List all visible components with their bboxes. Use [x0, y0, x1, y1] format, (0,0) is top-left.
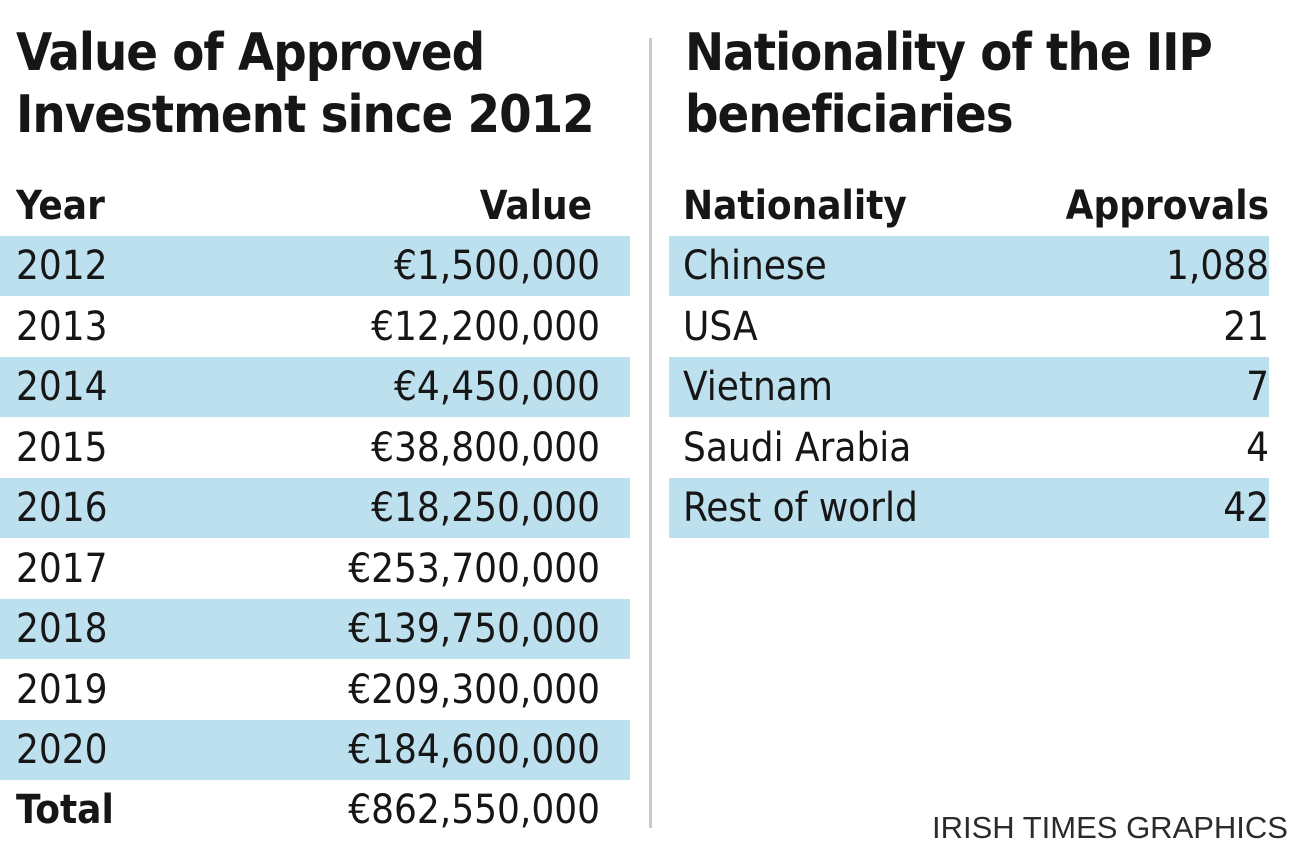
investment-year-cell: 2018	[16, 606, 108, 652]
nationality-title-line-1: Nationality of the IIP	[685, 23, 1213, 83]
investment-year-cell: 2015	[16, 424, 108, 471]
investment-year-cell: 2019	[16, 666, 108, 713]
nationality-row: Saudi Arabia 4	[669, 418, 1269, 478]
investment-row: 2018 €139,750,000	[0, 599, 630, 659]
investment-year-cell: 2020	[16, 727, 108, 773]
investment-year-cell: 2016	[16, 485, 108, 531]
nationality-table-title: Nationality of the IIP beneficiaries	[685, 22, 1213, 146]
nationality-row: Vietnam 7	[669, 357, 1269, 417]
investment-value-cell: €12,200,000	[371, 303, 600, 350]
nationality-approvals-cell: 42	[1223, 485, 1269, 531]
investment-row: 2013 €12,200,000	[0, 297, 630, 357]
nationality-nationality-cell: Saudi Arabia	[683, 424, 912, 471]
nationality-approvals-cell: 7	[1246, 364, 1269, 410]
nationality-approvals-cell: 1,088	[1166, 243, 1269, 289]
investment-row: 2019 €209,300,000	[0, 660, 630, 720]
investment-table-title: Value of Approved Investment since 2012	[16, 22, 595, 146]
nationality-row: Chinese 1,088	[669, 236, 1269, 296]
nationality-approvals-cell: 21	[1223, 303, 1269, 350]
nationality-approvals-cell: 4	[1246, 424, 1269, 471]
investment-year-cell: 2017	[16, 545, 108, 592]
column-header-value: Value	[479, 183, 592, 229]
total-label: Total	[16, 787, 114, 833]
investment-row: 2012 €1,500,000	[0, 236, 630, 296]
nationality-nationality-cell: Rest of world	[683, 485, 918, 531]
column-divider	[649, 38, 652, 828]
column-header-year: Year	[16, 183, 105, 229]
investment-value-cell: €253,700,000	[348, 545, 600, 592]
investment-year-cell: 2014	[16, 364, 108, 410]
nationality-nationality-cell: Vietnam	[683, 364, 833, 410]
column-header-nationality: Nationality	[683, 183, 907, 229]
investment-title-line-2: Investment since 2012	[16, 85, 595, 145]
investment-year-cell: 2012	[16, 243, 108, 289]
nationality-nationality-cell: USA	[683, 303, 758, 350]
nationality-title-line-2: beneficiaries	[685, 85, 1014, 145]
investment-value-cell: €139,750,000	[348, 606, 600, 652]
investment-row: 2016 €18,250,000	[0, 478, 630, 538]
investment-value-cell: €38,800,000	[371, 424, 600, 471]
investment-value-cell: €184,600,000	[348, 727, 600, 773]
investment-title-line-1: Value of Approved	[16, 23, 485, 83]
investment-total-row: Total €862,550,000	[0, 780, 630, 840]
investment-table-header: Year Value	[0, 176, 630, 236]
investment-value-cell: €18,250,000	[371, 485, 600, 531]
nationality-row: USA 21	[669, 297, 1269, 357]
investment-value-cell: €4,450,000	[394, 364, 600, 410]
investment-row: 2015 €38,800,000	[0, 418, 630, 478]
nationality-nationality-cell: Chinese	[683, 243, 827, 289]
investment-value-cell: €1,500,000	[394, 243, 600, 289]
nationality-row: Rest of world 42	[669, 478, 1269, 538]
investment-year-cell: 2013	[16, 303, 108, 350]
column-header-approvals: Approvals	[1065, 183, 1269, 229]
total-value: €862,550,000	[348, 787, 600, 833]
source-credit: IRISH TIMES GRAPHICS	[932, 810, 1288, 845]
investment-row: 2020 €184,600,000	[0, 720, 630, 780]
nationality-table-header: Nationality Approvals	[669, 176, 1269, 236]
investment-value-cell: €209,300,000	[348, 666, 600, 713]
investment-row: 2017 €253,700,000	[0, 539, 630, 599]
investment-row: 2014 €4,450,000	[0, 357, 630, 417]
